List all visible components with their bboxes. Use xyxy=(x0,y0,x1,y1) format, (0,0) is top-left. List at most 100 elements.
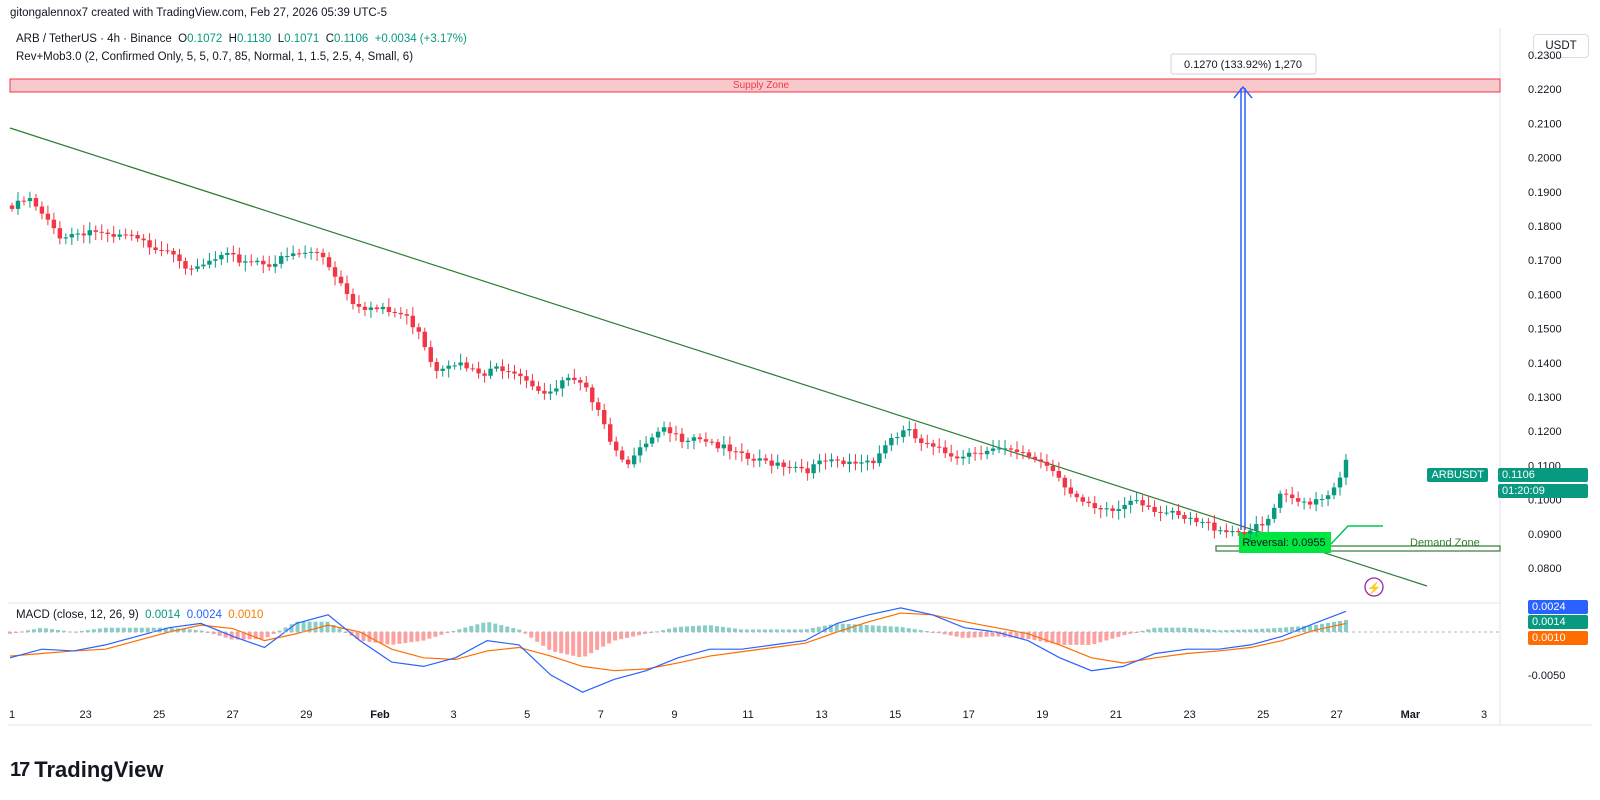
time-axis: 1 23 25 27 29 Feb 3 5 7 9 11 13 15 17 19 21 23 25 27 Mar 3 xyxy=(9,709,1487,721)
candle-body xyxy=(590,387,595,403)
macd-hist-bar xyxy=(37,628,42,632)
candle-body xyxy=(482,373,487,376)
macd-hist-bar xyxy=(834,623,839,632)
candle-body xyxy=(1050,465,1056,472)
candle-body xyxy=(1152,506,1157,512)
macd-hist-bar xyxy=(1218,630,1223,632)
macd-hist-bar xyxy=(978,632,983,638)
macd-hist-bar xyxy=(409,632,414,643)
macd-hist-bar xyxy=(1206,629,1211,632)
candle-body xyxy=(308,251,314,253)
macd-hist-bar xyxy=(744,629,749,632)
candle-body xyxy=(87,230,92,236)
candle-body xyxy=(404,314,410,316)
tradingview-logo[interactable]: 17 TradingView xyxy=(10,757,163,783)
macd-hist-bar xyxy=(912,629,917,632)
macd-hist-bar xyxy=(355,632,360,640)
macd-title[interactable]: MACD (close, 12, 26, 9) xyxy=(16,609,139,621)
candle-body xyxy=(554,388,559,392)
candle-body xyxy=(165,250,170,252)
candle-body xyxy=(811,464,816,474)
candle-body xyxy=(506,371,511,373)
candle-body xyxy=(374,307,380,310)
macd-hist-bar xyxy=(331,624,336,632)
macd-hist-bar xyxy=(702,625,707,632)
candle-body xyxy=(847,461,852,465)
candles-group xyxy=(9,191,1349,543)
price-tick-label: 0.0900 xyxy=(1528,529,1562,541)
macd-hist-bar xyxy=(1164,627,1169,632)
demand-zone-label: Demand Zone xyxy=(1410,537,1480,549)
macd-signal-line xyxy=(9,612,1347,672)
candle-body xyxy=(859,462,864,464)
reversal-label: Reversal: 0.0955 xyxy=(1242,537,1325,549)
macd-hist-bar xyxy=(1248,629,1253,632)
candle-body xyxy=(410,315,415,328)
time-tick-label: 27 xyxy=(1331,709,1343,721)
candle-body xyxy=(1224,530,1229,533)
macd-hist-bar xyxy=(109,627,114,632)
candle-body xyxy=(596,402,601,410)
macd-hist-bar xyxy=(571,632,576,656)
candle-body xyxy=(392,311,398,313)
macd-hist-bar xyxy=(463,627,468,632)
macd-hist-bar xyxy=(439,632,444,635)
macd-hist-bar xyxy=(307,621,312,632)
candle-body xyxy=(1092,503,1097,509)
candle-body xyxy=(1212,522,1217,531)
candle-body xyxy=(476,368,481,374)
macd-hist-bar xyxy=(1116,632,1121,637)
candle-body xyxy=(919,438,924,444)
macd-hist-bar xyxy=(966,632,971,638)
candle-body xyxy=(1343,459,1349,478)
macd-hist-bar xyxy=(792,629,797,632)
candle-body xyxy=(422,331,427,348)
currency-button[interactable]: USDT xyxy=(1533,34,1589,58)
macd-hist-bar xyxy=(708,625,713,632)
candle-body xyxy=(721,444,727,449)
macd-hist-bar xyxy=(1098,632,1103,643)
candle-body xyxy=(1301,501,1307,503)
macd-hist-bar xyxy=(936,632,941,634)
candle-body xyxy=(655,431,661,438)
macd-hist-bar xyxy=(1320,623,1325,632)
time-tick-label: 3 xyxy=(451,709,457,721)
macd-hist-bar xyxy=(1272,628,1277,632)
candle-body xyxy=(189,268,194,270)
candle-body xyxy=(763,458,768,461)
macd-hist-bar xyxy=(1110,632,1115,639)
macd-hist-bar xyxy=(625,632,630,638)
macd-hist-bar xyxy=(1068,632,1073,645)
macd-hist-bar xyxy=(613,632,618,641)
macd-hist-bar xyxy=(816,626,821,632)
price-tick-label: 0.1900 xyxy=(1528,187,1562,199)
macd-hist-bar xyxy=(511,628,516,632)
time-tick-label: 15 xyxy=(889,709,901,721)
candle-body xyxy=(1134,500,1139,502)
candle-body xyxy=(613,441,619,451)
macd-hist-bar xyxy=(840,623,845,632)
candle-body xyxy=(972,452,978,454)
indicator-legend[interactable]: Rev+Mob3.0 (2, Confirmed Only, 5, 5, 0.7… xyxy=(16,51,414,63)
candle-body xyxy=(1254,524,1259,531)
price-tick-label: 0.0800 xyxy=(1528,563,1562,575)
price-tick-label: 0.1400 xyxy=(1528,358,1562,370)
candle-body xyxy=(1146,505,1151,507)
macd-hist-bar xyxy=(1008,632,1013,638)
measure-arrowhead xyxy=(1233,85,1253,99)
time-tick-label: 25 xyxy=(153,709,165,721)
candle-body xyxy=(75,233,81,235)
symbol-title[interactable]: ARB / TetherUS · 4h · Binance xyxy=(16,33,172,45)
macd-hist-bar xyxy=(643,632,648,634)
macd-hist-bar xyxy=(996,632,1001,637)
candle-body xyxy=(33,198,39,207)
candle-body xyxy=(757,458,762,461)
candle-body xyxy=(1068,487,1074,494)
candle-body xyxy=(45,213,51,220)
candle-body xyxy=(775,462,780,466)
candle-body xyxy=(1176,510,1181,516)
measure-label: 0.1270 (133.92%) 1,270 xyxy=(1184,59,1302,71)
time-tick-label: 25 xyxy=(1257,709,1269,721)
candle-body xyxy=(159,250,164,252)
